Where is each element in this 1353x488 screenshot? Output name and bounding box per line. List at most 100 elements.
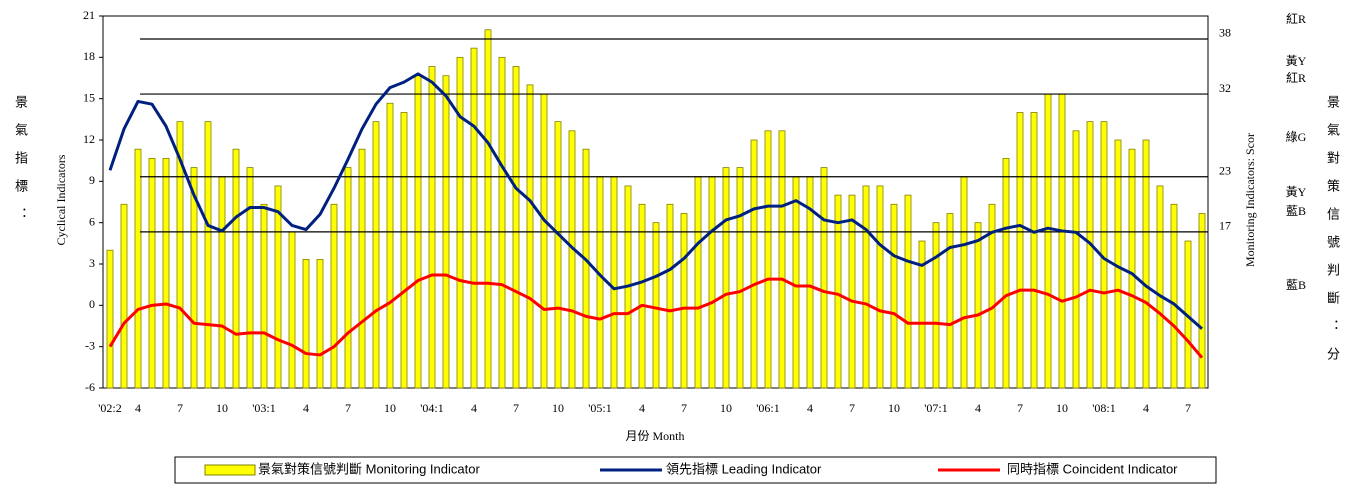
bar <box>554 121 562 389</box>
x-tick-label: '08:1 <box>1092 401 1116 415</box>
bar <box>694 176 702 389</box>
y2-tick-label: 17 <box>1219 219 1231 233</box>
signal-label: 黃Y <box>1286 54 1307 68</box>
bar <box>596 176 604 389</box>
bar <box>106 249 114 389</box>
y-tick-label: -3 <box>85 338 95 352</box>
bar <box>316 259 324 389</box>
bar <box>540 93 548 389</box>
bar <box>134 148 142 389</box>
bar <box>232 148 240 389</box>
bar <box>638 203 646 389</box>
x-tick-label: 4 <box>639 401 645 415</box>
bar <box>946 213 954 389</box>
y-tick-label: 0 <box>89 297 95 311</box>
bar <box>526 84 534 389</box>
bar <box>302 259 310 389</box>
bar <box>190 167 198 389</box>
legend-box <box>174 456 1217 484</box>
bar <box>1156 185 1164 389</box>
y2-axis-title: Monitoring Indicators: Scor <box>1243 133 1257 267</box>
bar <box>764 130 772 389</box>
bar <box>848 194 856 389</box>
bar <box>246 167 254 389</box>
legend-label: 領先指標 Leading Indicator <box>666 461 822 476</box>
bar <box>1016 112 1024 389</box>
y-tick-label: 21 <box>83 8 95 22</box>
bar <box>666 203 674 389</box>
y-tick-label: -6 <box>85 380 95 394</box>
bar <box>148 157 156 389</box>
signal-label: 綠G <box>1286 130 1307 144</box>
bar <box>680 213 688 389</box>
y-tick-label: 18 <box>83 49 95 63</box>
bar <box>820 167 828 389</box>
bar <box>568 130 576 389</box>
bar <box>1198 213 1206 389</box>
bar <box>1142 139 1150 389</box>
x-tick-label: 4 <box>1143 401 1149 415</box>
bar <box>974 222 982 389</box>
x-tick-label: '05:1 <box>588 401 612 415</box>
y-tick-label: 3 <box>89 256 95 270</box>
bar <box>428 66 436 389</box>
bar <box>904 194 912 389</box>
y-tick-label: 15 <box>83 90 95 104</box>
bar <box>736 167 744 389</box>
y2-tick-label: 32 <box>1219 81 1231 95</box>
bar <box>274 185 282 389</box>
x-tick-label: 4 <box>135 401 141 415</box>
x-tick-label: 10 <box>1056 401 1068 415</box>
signal-label: 黃Y <box>1286 185 1307 199</box>
x-tick-label: '07:1 <box>924 401 948 415</box>
bar <box>470 47 478 389</box>
x-tick-label: 7 <box>177 401 183 415</box>
bar <box>456 56 464 389</box>
signal-label: 藍B <box>1286 204 1306 218</box>
legend-label: 同時指標 Coincident Indicator <box>1007 461 1178 476</box>
x-tick-label: '04:1 <box>420 401 444 415</box>
bar <box>652 222 660 389</box>
bar <box>792 176 800 389</box>
bar <box>862 185 870 389</box>
signal-label: 紅R <box>1286 12 1306 26</box>
bar <box>932 222 940 389</box>
bar <box>610 176 618 389</box>
bar <box>1072 130 1080 389</box>
bar <box>176 121 184 389</box>
x-tick-label: 10 <box>216 401 228 415</box>
legend-swatch <box>204 464 256 476</box>
bar <box>400 112 408 389</box>
bar <box>498 56 506 389</box>
bar <box>1058 93 1066 389</box>
bar <box>260 203 268 389</box>
bar <box>512 66 520 389</box>
y2-tick-label: 23 <box>1219 163 1231 177</box>
bar <box>386 102 394 389</box>
x-tick-label: 7 <box>849 401 855 415</box>
x-tick-label: 10 <box>720 401 732 415</box>
bar <box>890 203 898 389</box>
x-tick-label: 4 <box>975 401 981 415</box>
legend-label: 景氣對策信號判斷 Monitoring Indicator <box>258 461 480 476</box>
bar <box>218 176 226 389</box>
y-axis-title: Cyclical Indicators <box>54 154 68 245</box>
bar <box>288 231 296 389</box>
x-tick-label: 7 <box>1017 401 1023 415</box>
x-tick-label: 7 <box>513 401 519 415</box>
x-tick-label: 10 <box>888 401 900 415</box>
line <box>108 273 1204 359</box>
x-tick-label: 7 <box>1185 401 1191 415</box>
x-tick-label: 10 <box>552 401 564 415</box>
bar <box>358 148 366 389</box>
bar <box>344 167 352 389</box>
x-tick-label: '06:1 <box>756 401 780 415</box>
bar <box>372 121 380 389</box>
bar <box>120 203 128 389</box>
x-tick-label: 4 <box>303 401 309 415</box>
bar <box>1002 157 1010 389</box>
bar <box>708 176 716 389</box>
bar <box>834 194 842 389</box>
bar <box>484 29 492 389</box>
